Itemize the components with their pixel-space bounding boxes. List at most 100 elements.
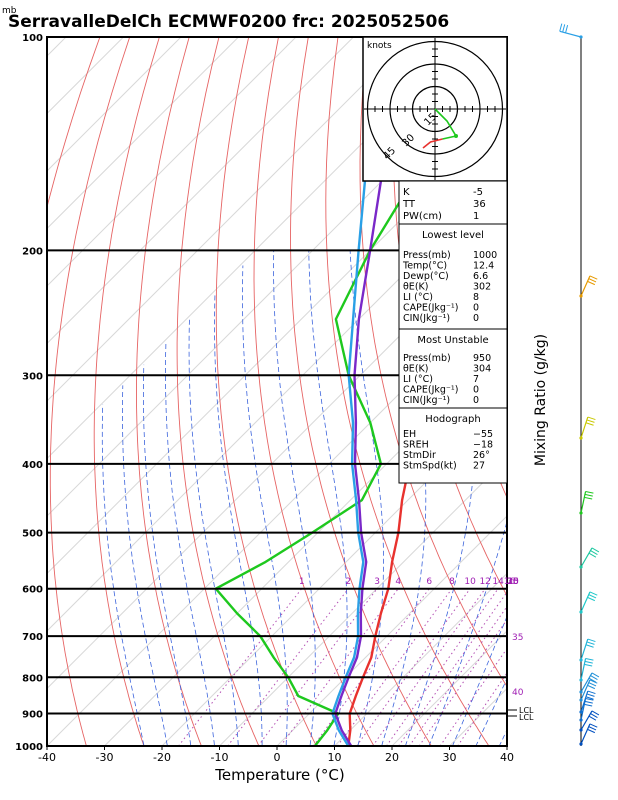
chart-title: SerravalleDelCh ECMWF0200 frc: 202505250…	[8, 12, 449, 32]
temp-tick--20: -20	[153, 751, 171, 764]
wind-barb-base	[579, 698, 583, 702]
hodograph-row-value: 26°	[473, 450, 490, 461]
right-axis-label: Mixing Ratio (g/kg)	[533, 334, 549, 466]
wind-barb-feather	[585, 644, 594, 648]
wind-barb	[580, 638, 589, 661]
theta-label-40: 40	[512, 688, 524, 698]
pressure-tick-600: 600	[22, 585, 43, 596]
pw-value: 1	[473, 211, 479, 222]
lowest-level-row-label: CAPE(Jkg⁻¹)	[403, 303, 458, 314]
isotherm-line	[47, 37, 124, 115]
moist-adiabat-line	[273, 250, 316, 746]
wind-barb	[580, 723, 591, 745]
isotherm-line	[47, 37, 469, 460]
wind-barb-feather	[591, 547, 600, 553]
mixing-ratio-label-4: 4	[395, 577, 401, 587]
temp-tick-20: 20	[385, 751, 399, 764]
lowest-level-row-label: Press(mb)	[403, 250, 451, 261]
isotherm-line	[47, 227, 507, 690]
wind-barb-base	[579, 718, 583, 722]
wind-barb-feather	[587, 416, 596, 421]
wind-barb-base	[579, 565, 583, 569]
moist-adiabat-line	[143, 364, 192, 746]
wind-barb-base	[579, 658, 583, 662]
wind-barb-feather	[588, 278, 597, 283]
isotherm-line	[506, 745, 507, 746]
wind-barb-base	[579, 678, 583, 682]
wind-barb	[580, 547, 593, 568]
pressure-tick-700: 700	[22, 632, 43, 643]
wind-barb-feather	[587, 684, 596, 690]
isotherm-line	[334, 572, 507, 746]
dewpoint-profile	[214, 37, 499, 746]
wind-barb-feather	[585, 696, 594, 700]
wind-barb-feather	[591, 672, 600, 678]
mixing-ratio-label-30: 30	[507, 577, 519, 587]
moist-adiabat-line	[308, 250, 348, 746]
hodograph-trace-high	[422, 138, 443, 149]
lowest-level-row-label: Dewp(°C)	[403, 271, 449, 282]
lcl-marks: LCL LCL	[507, 706, 534, 722]
moist-adiabat-line	[381, 250, 427, 746]
wind-barb-feather	[586, 419, 595, 423]
parcel-profile	[331, 161, 368, 746]
wind-barb	[580, 710, 593, 731]
moist-adiabat-line	[349, 250, 384, 746]
lcl-label-1: LCL	[519, 706, 534, 715]
mixing-ratio-line	[356, 588, 471, 746]
lowest-level-row-value: 6.6	[473, 271, 488, 282]
lowest-level-row-value: 12.4	[473, 261, 494, 272]
lowest-level-row-value: 8	[473, 292, 479, 303]
temp-tick--10: -10	[211, 751, 229, 764]
pressure-tick-200: 200	[22, 246, 43, 257]
wind-barb-feather	[588, 682, 597, 687]
pressure-tick-300: 300	[22, 371, 43, 382]
wind-barbs	[559, 23, 600, 746]
wind-barb-feather	[585, 490, 594, 494]
moist-adiabat-line	[101, 404, 145, 746]
lowest-level-row-value: 302	[473, 282, 491, 293]
hodograph-trace-low	[434, 108, 458, 140]
wind-barb-feather	[589, 591, 598, 596]
wind-barb	[580, 679, 591, 701]
tt-value: 36	[473, 199, 486, 210]
dry-adiabat-line	[359, 37, 507, 688]
mixing-ratio-label-14: 14	[492, 577, 504, 587]
dry-adiabat-line	[253, 37, 375, 746]
wind-barb-feather	[587, 638, 596, 643]
most-unstable-row-label: θE(K)	[403, 364, 428, 375]
indices-table: K TT PW(cm) -5 36 1 Lowest level Press(m…	[398, 180, 508, 484]
most-unstable-row-label: CAPE(Jkg⁻¹)	[403, 385, 458, 396]
dry-adiabat-line	[325, 37, 490, 746]
wind-barb	[580, 698, 587, 721]
wind-barb-base	[579, 742, 583, 746]
hodograph-row-label: StmDir	[403, 450, 436, 461]
wind-barb-feather	[587, 690, 596, 695]
lowest-level-row-label: Temp(°C)	[402, 261, 447, 272]
wind-barb	[559, 30, 582, 38]
dry-adiabat-line	[546, 37, 618, 761]
pressure-tick-900: 900	[22, 710, 43, 721]
pressure-tick-400: 400	[22, 460, 43, 471]
mixing-ratio-line	[408, 605, 507, 746]
mixing-ratio-label-1: 1	[299, 577, 305, 587]
wind-barb	[580, 658, 587, 681]
mixing-ratio-label-16: 16	[504, 577, 516, 587]
mixing-ratio-label-25: 25	[507, 577, 518, 587]
dry-adiabat-line	[136, 37, 202, 746]
mixing-ratio-label-8: 8	[449, 577, 455, 587]
temp-tick-40: 40	[500, 751, 514, 764]
mixing-ratio-label-20: 20	[507, 577, 519, 587]
wind-barb-feather	[586, 693, 595, 697]
wind-barb-base	[579, 294, 583, 298]
dry-adiabat-line	[290, 37, 432, 746]
wind-barb-feather	[587, 728, 596, 734]
k-label: K	[403, 187, 410, 198]
wind-barb-feather	[584, 496, 593, 500]
wind-barb-feather	[587, 280, 596, 286]
dry-adiabat-line	[47, 37, 101, 209]
wind-barb-feather	[586, 641, 595, 645]
wind-barb-feather	[589, 679, 598, 684]
